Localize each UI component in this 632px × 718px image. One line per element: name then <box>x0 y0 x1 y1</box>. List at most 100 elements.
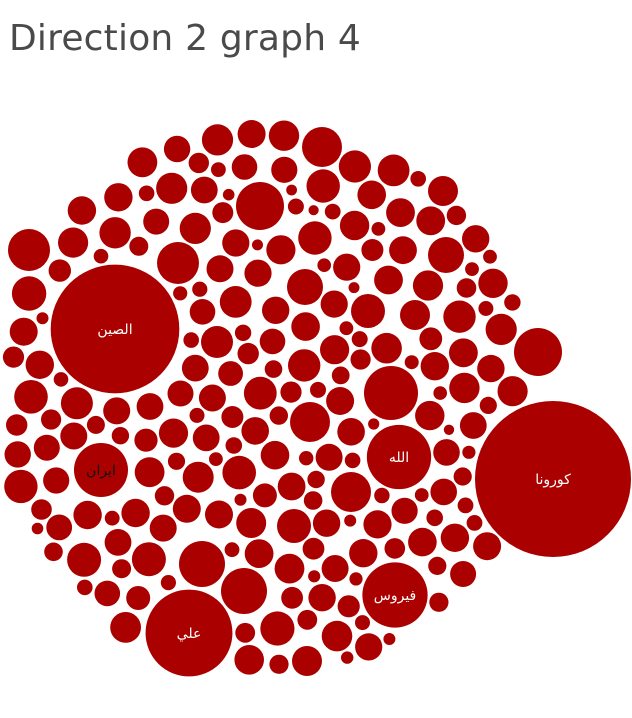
bubble <box>264 360 283 378</box>
bubble <box>337 418 365 446</box>
bubble <box>93 248 109 264</box>
bubble <box>383 633 396 645</box>
bubble <box>299 451 314 466</box>
bubble <box>430 478 458 506</box>
bubble <box>237 342 259 365</box>
bubble <box>167 452 186 470</box>
bubble <box>269 406 288 425</box>
bubble <box>241 417 269 445</box>
bubble <box>443 424 455 435</box>
bubble <box>410 171 427 187</box>
bubble <box>371 332 402 364</box>
bubble <box>268 120 300 151</box>
bubble <box>60 422 88 450</box>
bubble <box>11 276 47 311</box>
bubble <box>234 645 264 675</box>
bubble <box>277 472 306 501</box>
bubble <box>234 493 247 506</box>
bubble <box>357 180 387 210</box>
bubble <box>224 542 240 558</box>
bubble <box>103 397 131 425</box>
bubble <box>58 227 89 258</box>
bubble <box>433 386 448 400</box>
bubble <box>4 441 31 468</box>
bubble <box>479 396 497 414</box>
bubble <box>192 281 208 297</box>
bubble <box>497 376 528 407</box>
bubble-labeled <box>366 424 432 490</box>
bubble <box>167 380 194 407</box>
bubble-labeled <box>145 589 233 677</box>
bubble <box>351 294 385 328</box>
bubble <box>104 510 120 526</box>
bubble <box>287 269 323 305</box>
bubble <box>280 381 302 403</box>
bubble <box>462 445 476 459</box>
bubble <box>225 437 243 454</box>
bubble <box>290 402 330 442</box>
bubble <box>450 561 477 587</box>
bubble-label: فيروس <box>374 588 417 604</box>
bubble-labeled <box>475 401 631 557</box>
bubble <box>348 282 360 294</box>
bubble <box>179 541 225 587</box>
bubble <box>154 486 175 506</box>
bubble <box>143 208 170 235</box>
bubble <box>121 498 150 528</box>
bubble <box>260 611 295 646</box>
bubble <box>414 488 429 502</box>
bubble <box>308 570 321 583</box>
bubble <box>377 154 410 187</box>
bubble <box>104 183 133 212</box>
bubble <box>412 270 444 301</box>
bubble <box>339 321 354 336</box>
bubble <box>252 239 263 251</box>
bubble <box>127 147 158 178</box>
bubble <box>302 537 325 560</box>
bubble <box>324 203 341 220</box>
bubble <box>307 470 325 489</box>
unlabeled-bubbles <box>2 120 562 676</box>
bubble <box>157 242 199 284</box>
bubble <box>374 265 403 295</box>
bubble <box>419 327 443 351</box>
bubble <box>386 198 415 228</box>
bubble <box>341 651 354 664</box>
bubble-label: الله <box>389 450 409 466</box>
bubble <box>271 156 298 183</box>
bubble-label: الصين <box>97 322 132 338</box>
bubble <box>192 424 220 452</box>
bubble <box>466 515 483 531</box>
bubble <box>31 522 44 535</box>
bubble <box>235 622 256 643</box>
bubble <box>173 286 188 301</box>
bubble <box>350 349 371 370</box>
bubble <box>48 259 71 282</box>
bubble <box>389 236 417 265</box>
bubble <box>292 646 322 676</box>
bubble <box>99 217 131 249</box>
bubble <box>459 412 487 439</box>
bubble <box>326 387 355 415</box>
bubble <box>457 497 474 514</box>
bubble <box>477 354 505 383</box>
bubble <box>179 212 211 244</box>
bubble <box>14 380 48 414</box>
bubble <box>351 331 368 348</box>
bubble <box>189 299 216 325</box>
bubble <box>446 205 467 226</box>
bubble <box>429 592 449 612</box>
bubble <box>428 237 464 273</box>
bubble <box>504 294 521 311</box>
bubble <box>44 542 63 562</box>
bubble <box>198 384 226 412</box>
bubble <box>160 575 176 591</box>
bubble <box>453 467 472 486</box>
bubble <box>252 483 277 508</box>
bubble-labeled <box>50 264 180 394</box>
bubble <box>60 387 93 420</box>
bubble <box>338 150 371 183</box>
bubble <box>306 169 340 203</box>
bubble <box>483 249 497 264</box>
bubble <box>156 172 188 204</box>
